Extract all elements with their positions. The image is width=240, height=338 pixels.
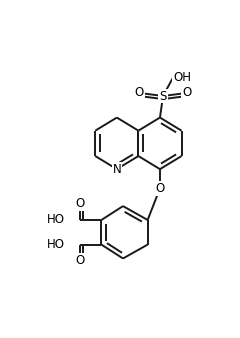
Text: HO: HO (47, 238, 65, 251)
Text: N: N (113, 163, 121, 176)
Text: O: O (155, 182, 165, 195)
Text: OH: OH (173, 71, 191, 84)
Text: O: O (135, 87, 144, 99)
Text: O: O (182, 87, 192, 99)
Text: HO: HO (47, 214, 65, 226)
Text: O: O (75, 197, 84, 210)
Text: O: O (75, 254, 84, 267)
Text: S: S (159, 90, 167, 102)
